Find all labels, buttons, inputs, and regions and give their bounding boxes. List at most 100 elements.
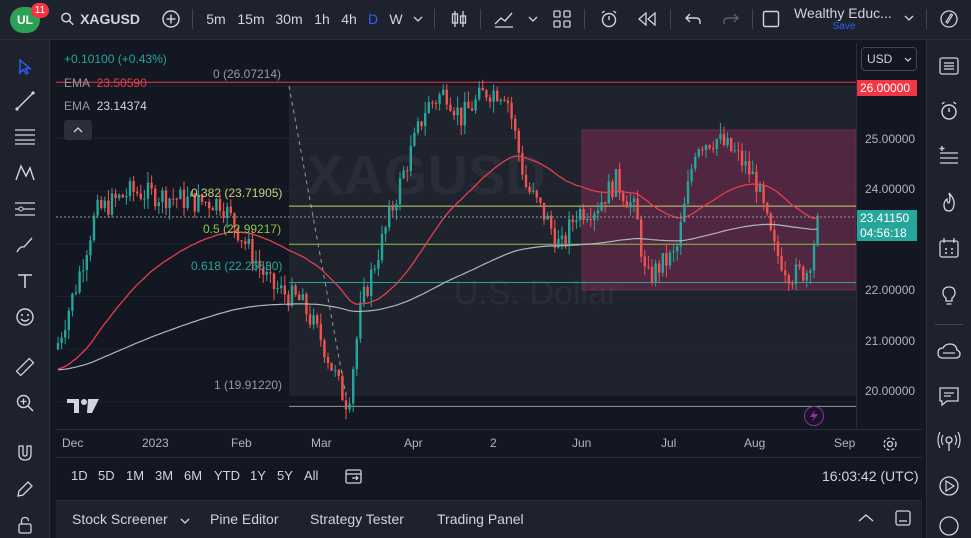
candle-body: [143, 198, 146, 200]
ema-slow-legend[interactable]: EMA 23.14374: [64, 99, 147, 113]
high-price-tag: 26.00000: [857, 80, 917, 96]
collapse-panel-button[interactable]: [858, 511, 878, 529]
interval-5m[interactable]: 5m: [206, 11, 226, 27]
cursor-tool[interactable]: [10, 52, 40, 82]
candle-body: [74, 292, 78, 294]
event-marker[interactable]: [804, 406, 824, 426]
text-tool[interactable]: [10, 266, 40, 296]
range-3m[interactable]: 3M: [155, 468, 174, 483]
candle-body: [701, 149, 704, 151]
ema-slow-line: [57, 223, 818, 371]
candle-body: [352, 369, 355, 404]
alert-button[interactable]: [596, 0, 622, 38]
magnet-tool[interactable]: [10, 438, 40, 468]
candle-body: [92, 215, 96, 241]
symbol-search[interactable]: XAGUSD: [60, 0, 140, 38]
zoom-tool[interactable]: [10, 388, 40, 418]
collapse-legend-button[interactable]: [64, 120, 92, 140]
candle-body: [236, 227, 240, 241]
redo-button[interactable]: [719, 0, 743, 38]
icon-tool[interactable]: [10, 302, 40, 332]
candle-body: [384, 227, 387, 234]
candle-body: [179, 189, 182, 200]
replay-button[interactable]: [634, 0, 660, 38]
interval-d[interactable]: D: [367, 11, 379, 27]
calendar-arrow-icon: [345, 469, 362, 484]
chart-type-button[interactable]: [446, 0, 472, 38]
save-label[interactable]: Save: [832, 21, 856, 32]
indicators-dropdown[interactable]: [526, 0, 540, 38]
candle-body: [226, 206, 229, 218]
tab-pine-editor[interactable]: Pine Editor: [210, 511, 279, 527]
interval-15m[interactable]: 15m: [237, 11, 265, 27]
ideas-button[interactable]: [933, 280, 965, 312]
fullscreen-button[interactable]: [760, 0, 782, 38]
square-icon: [762, 10, 780, 28]
chats-button[interactable]: [933, 336, 965, 368]
tab-strategy-tester[interactable]: Strategy Tester: [310, 511, 404, 527]
range-1m[interactable]: 1M: [126, 468, 145, 483]
candle-body: [683, 203, 686, 222]
interval-1h[interactable]: 1h: [314, 11, 330, 27]
candle-body: [546, 215, 549, 220]
settings-button[interactable]: [936, 0, 962, 38]
maximize-panel-button[interactable]: [894, 509, 914, 529]
pattern-tool[interactable]: [10, 158, 40, 188]
time-scale[interactable]: Dec 2023 Feb Mar Apr 2 Jun Jul Aug Sep: [56, 429, 922, 455]
price-chart[interactable]: XAGUSD U.S. Dollar +0.10100 (+0.43%) EMA…: [56, 44, 857, 428]
interval-30m[interactable]: 30m: [275, 11, 303, 27]
range-1d[interactable]: 1D: [71, 468, 88, 483]
measure-tool[interactable]: [10, 352, 40, 382]
lock-drawings-tool[interactable]: [10, 474, 40, 504]
calendar-button[interactable]: [933, 232, 965, 264]
candle-body: [434, 102, 438, 104]
candle-body: [557, 238, 560, 248]
chart-settings-button[interactable]: [880, 434, 900, 454]
range-1y[interactable]: 1Y: [250, 468, 266, 483]
tab-stock-screener[interactable]: Stock Screener: [72, 511, 190, 527]
undo-button[interactable]: [681, 0, 705, 38]
hotlists-button[interactable]: [933, 186, 965, 218]
interval-4h[interactable]: 4h: [341, 11, 357, 27]
messages-button[interactable]: [933, 380, 965, 412]
divider: [752, 9, 753, 29]
range-ytd[interactable]: YTD: [214, 468, 240, 483]
range-5d[interactable]: 5D: [98, 468, 115, 483]
currency-select[interactable]: USD: [861, 47, 917, 71]
range-5y[interactable]: 5Y: [277, 468, 293, 483]
projection-tool[interactable]: [10, 194, 40, 224]
candle-body: [636, 198, 639, 220]
tab-trading-panel[interactable]: Trading Panel: [437, 511, 524, 527]
candle-body: [467, 101, 470, 109]
interval-w[interactable]: W: [389, 11, 403, 27]
tradingview-logo[interactable]: [66, 396, 100, 420]
range-all[interactable]: All: [304, 468, 319, 483]
utc-clock[interactable]: 16:03:42 (UTC): [822, 468, 919, 484]
compare-button[interactable]: [158, 0, 184, 38]
candle-body: [157, 202, 160, 207]
ema-fast-legend[interactable]: EMA 23.50590: [64, 76, 147, 90]
range-6m[interactable]: 6M: [184, 468, 203, 483]
layout-button[interactable]: [550, 0, 574, 38]
chart-canvas[interactable]: XAGUSD U.S. Dollar: [56, 44, 857, 428]
ema-fast-line: [57, 155, 818, 370]
object-tree-button[interactable]: [933, 140, 965, 172]
indicators-button[interactable]: [491, 0, 517, 38]
fib-tool[interactable]: [10, 122, 40, 152]
brush-tool[interactable]: [10, 230, 40, 260]
interval-dropdown[interactable]: [410, 0, 426, 38]
playback-button[interactable]: [933, 470, 965, 502]
candle-body: [244, 241, 247, 244]
help-button[interactable]: [933, 510, 965, 538]
price-scale[interactable]: USD 26.00000 25.00000 24.00000 23.41150 …: [856, 44, 922, 428]
trend-line-tool[interactable]: [10, 86, 40, 116]
goto-date-button[interactable]: [344, 467, 366, 487]
broadcast-icon: [937, 431, 961, 451]
alerts-button[interactable]: [933, 95, 965, 127]
candle-body: [521, 152, 524, 175]
lock-tool[interactable]: [10, 510, 40, 538]
candle-body: [287, 294, 290, 306]
watchlist-button[interactable]: [933, 50, 965, 82]
layout-menu[interactable]: Wealthy Educ... Save: [794, 5, 916, 35]
streams-button[interactable]: [933, 426, 965, 458]
